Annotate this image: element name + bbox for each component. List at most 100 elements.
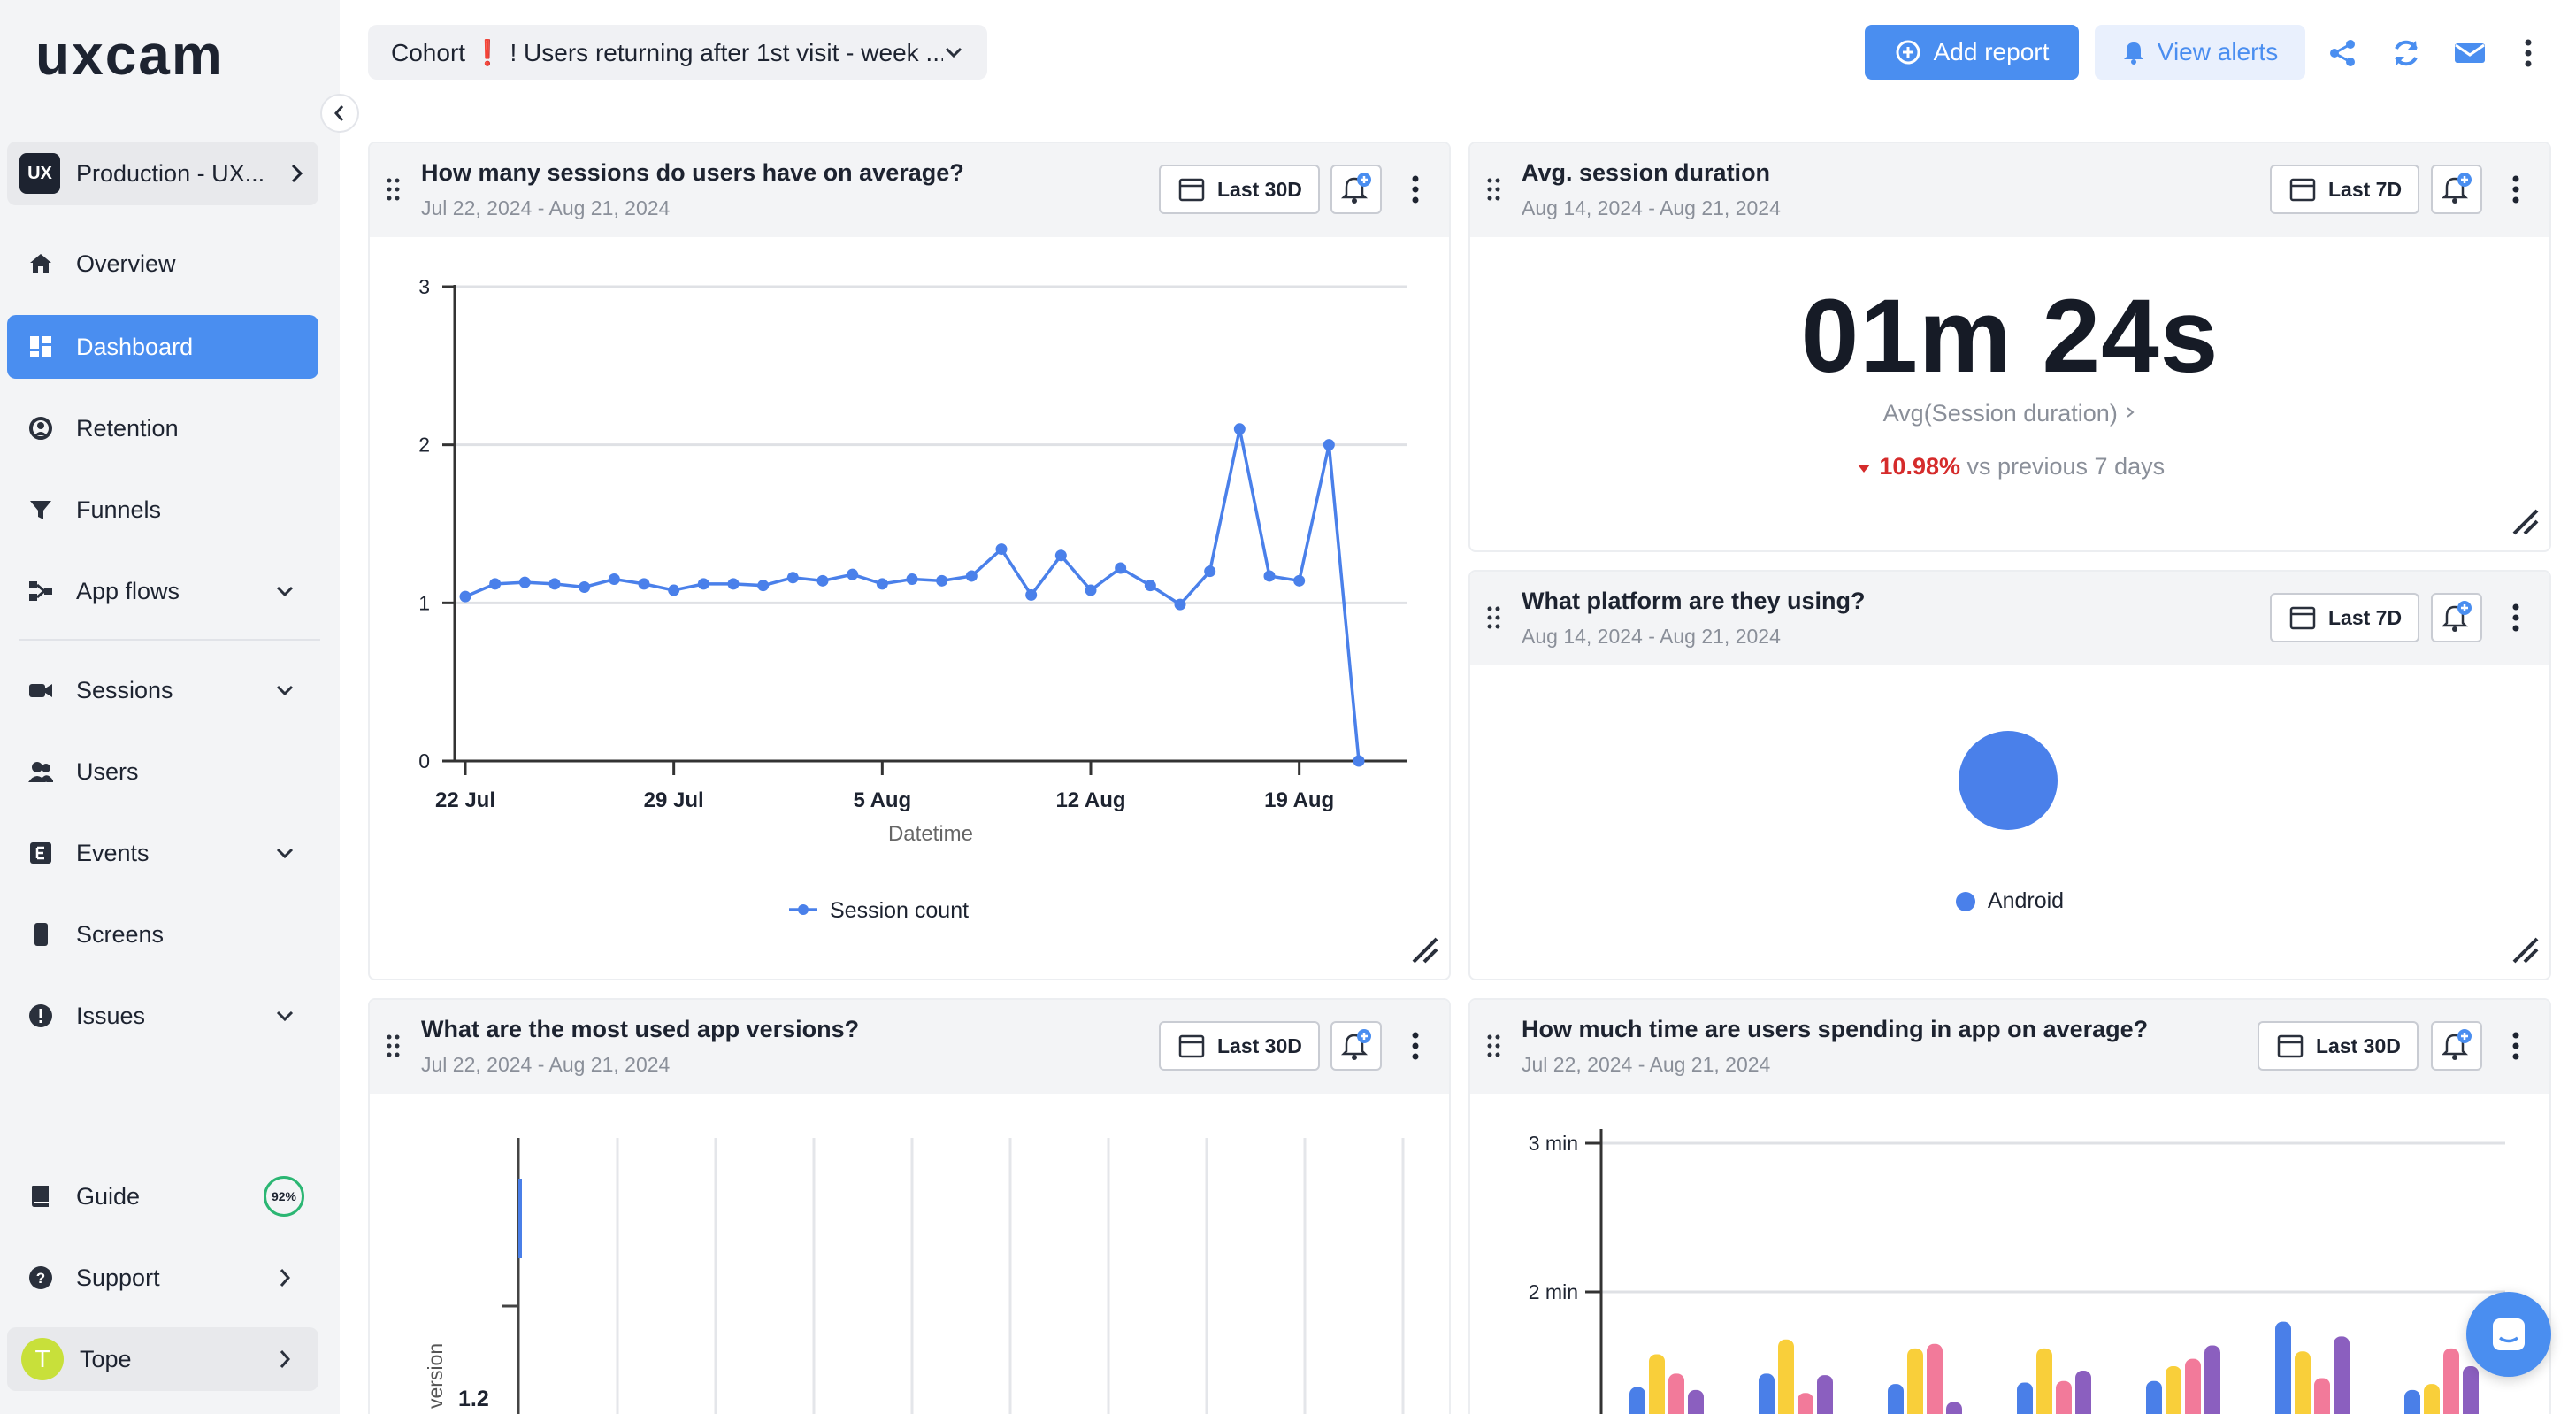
collapse-sidebar-button[interactable]	[320, 94, 359, 133]
add-alert-button[interactable]	[2431, 593, 2482, 642]
pie-legend[interactable]: Android	[1470, 888, 2549, 914]
data-point[interactable]	[1204, 565, 1216, 578]
sidebar-item-app-flows[interactable]: App flows	[7, 559, 318, 623]
data-point[interactable]	[965, 570, 978, 582]
sidebar-item-screens[interactable]: Screens	[7, 903, 318, 966]
sidebar-item-funnels[interactable]: Funnels	[7, 478, 318, 542]
sidebar-item-dashboard[interactable]: Dashboard	[7, 315, 318, 379]
bar[interactable]	[1927, 1343, 1943, 1414]
bar[interactable]	[2017, 1382, 2033, 1414]
project-switcher[interactable]: UX Production - UX...	[7, 142, 318, 205]
data-point[interactable]	[1322, 439, 1335, 451]
date-range-button[interactable]: Last 7D	[2270, 593, 2420, 642]
date-range-button[interactable]: Last 30D	[2258, 1021, 2419, 1071]
date-range-button[interactable]: Last 30D	[1159, 165, 1320, 214]
legend-label[interactable]: Session count	[830, 898, 969, 923]
bar[interactable]	[2463, 1366, 2479, 1414]
bar[interactable]	[1759, 1373, 1775, 1414]
data-point[interactable]	[936, 574, 948, 587]
date-range-button[interactable]: Last 30D	[1159, 1021, 1320, 1071]
add-alert-button[interactable]	[1330, 1021, 1382, 1071]
add-alert-button[interactable]	[2431, 165, 2482, 214]
card-menu-icon[interactable]	[2505, 600, 2526, 635]
more-options-icon[interactable]	[2509, 34, 2548, 73]
data-point[interactable]	[1054, 549, 1067, 562]
data-point[interactable]	[697, 578, 709, 590]
bar[interactable]	[1946, 1402, 1962, 1414]
uxcam-logo[interactable]: uxcam	[35, 23, 292, 88]
data-point[interactable]	[608, 573, 620, 586]
sidebar-item-sessions[interactable]: Sessions	[7, 658, 318, 722]
drag-handle-icon[interactable]	[1486, 177, 1502, 206]
sidebar-item-overview[interactable]: Overview	[7, 232, 318, 296]
sidebar-item-user[interactable]: T Tope	[7, 1327, 318, 1391]
data-point[interactable]	[518, 576, 531, 588]
data-point[interactable]	[906, 573, 918, 586]
chat-support-button[interactable]	[2466, 1292, 2551, 1377]
data-point[interactable]	[816, 574, 829, 587]
share-icon[interactable]	[2323, 34, 2362, 73]
data-point[interactable]	[757, 580, 770, 592]
card-menu-icon[interactable]	[2505, 172, 2526, 207]
sidebar-item-guide[interactable]: Guide 92%	[7, 1164, 318, 1228]
refresh-icon[interactable]	[2387, 34, 2426, 73]
sidebar-item-retention[interactable]: Retention	[7, 396, 318, 460]
data-point[interactable]	[489, 578, 502, 590]
add-alert-button[interactable]	[1330, 165, 1382, 214]
email-icon[interactable]	[2450, 34, 2489, 73]
data-point[interactable]	[786, 572, 799, 584]
card-menu-icon[interactable]	[2505, 1028, 2526, 1064]
version-bar[interactable]	[518, 1179, 522, 1258]
data-point[interactable]	[548, 578, 561, 590]
data-point[interactable]	[1293, 574, 1306, 587]
data-point[interactable]	[995, 543, 1008, 556]
sidebar-item-issues[interactable]: Issues	[7, 984, 318, 1048]
drag-handle-icon[interactable]	[386, 1034, 402, 1063]
resize-handle-icon[interactable]	[1407, 932, 1442, 972]
data-point[interactable]	[1144, 580, 1156, 592]
bar[interactable]	[1629, 1387, 1645, 1414]
bar[interactable]	[2204, 1345, 2220, 1414]
bar[interactable]	[1817, 1375, 1833, 1414]
data-point[interactable]	[847, 568, 859, 580]
kpi-metric-link[interactable]: Avg(Session duration)	[1470, 400, 2549, 427]
bar[interactable]	[1888, 1384, 1904, 1414]
data-point[interactable]	[668, 584, 680, 596]
data-point[interactable]	[638, 578, 650, 590]
data-point[interactable]	[1233, 423, 1246, 435]
data-point[interactable]	[876, 578, 888, 590]
bar[interactable]	[2314, 1378, 2330, 1414]
sidebar-item-support[interactable]: ? Support	[7, 1246, 318, 1310]
sidebar-item-users[interactable]: Users	[7, 740, 318, 803]
data-point[interactable]	[1085, 584, 1097, 596]
bar[interactable]	[1778, 1339, 1794, 1414]
data-point[interactable]	[1353, 755, 1365, 767]
card-menu-icon[interactable]	[1405, 172, 1426, 207]
data-point[interactable]	[459, 590, 472, 603]
data-point[interactable]	[1025, 588, 1038, 601]
data-point[interactable]	[1174, 598, 1186, 611]
bar[interactable]	[2146, 1380, 2162, 1414]
bar[interactable]	[1688, 1389, 1704, 1414]
resize-handle-icon[interactable]	[2507, 503, 2542, 543]
drag-handle-icon[interactable]	[386, 177, 402, 206]
resize-handle-icon[interactable]	[2507, 932, 2542, 972]
bar[interactable]	[2075, 1371, 2091, 1414]
drag-handle-icon[interactable]	[1486, 1034, 1502, 1063]
pie-slice-android[interactable]	[1959, 731, 2058, 830]
bar[interactable]	[2036, 1348, 2052, 1414]
bar[interactable]	[2275, 1321, 2291, 1414]
view-alerts-button[interactable]: View alerts	[2095, 25, 2305, 80]
cohort-selector[interactable]: Cohort ❗ ! Users returning after 1st vis…	[368, 25, 987, 80]
bar[interactable]	[2334, 1336, 2350, 1414]
card-menu-icon[interactable]	[1405, 1028, 1426, 1064]
data-point[interactable]	[727, 578, 740, 590]
sidebar-item-events[interactable]: Events	[7, 821, 318, 885]
bar[interactable]	[1907, 1348, 1923, 1414]
bar[interactable]	[1649, 1354, 1665, 1414]
bar[interactable]	[2424, 1384, 2440, 1414]
bar[interactable]	[2166, 1366, 2181, 1414]
date-range-button[interactable]: Last 7D	[2270, 165, 2420, 214]
bar[interactable]	[2056, 1380, 2072, 1414]
bar[interactable]	[2443, 1348, 2459, 1414]
